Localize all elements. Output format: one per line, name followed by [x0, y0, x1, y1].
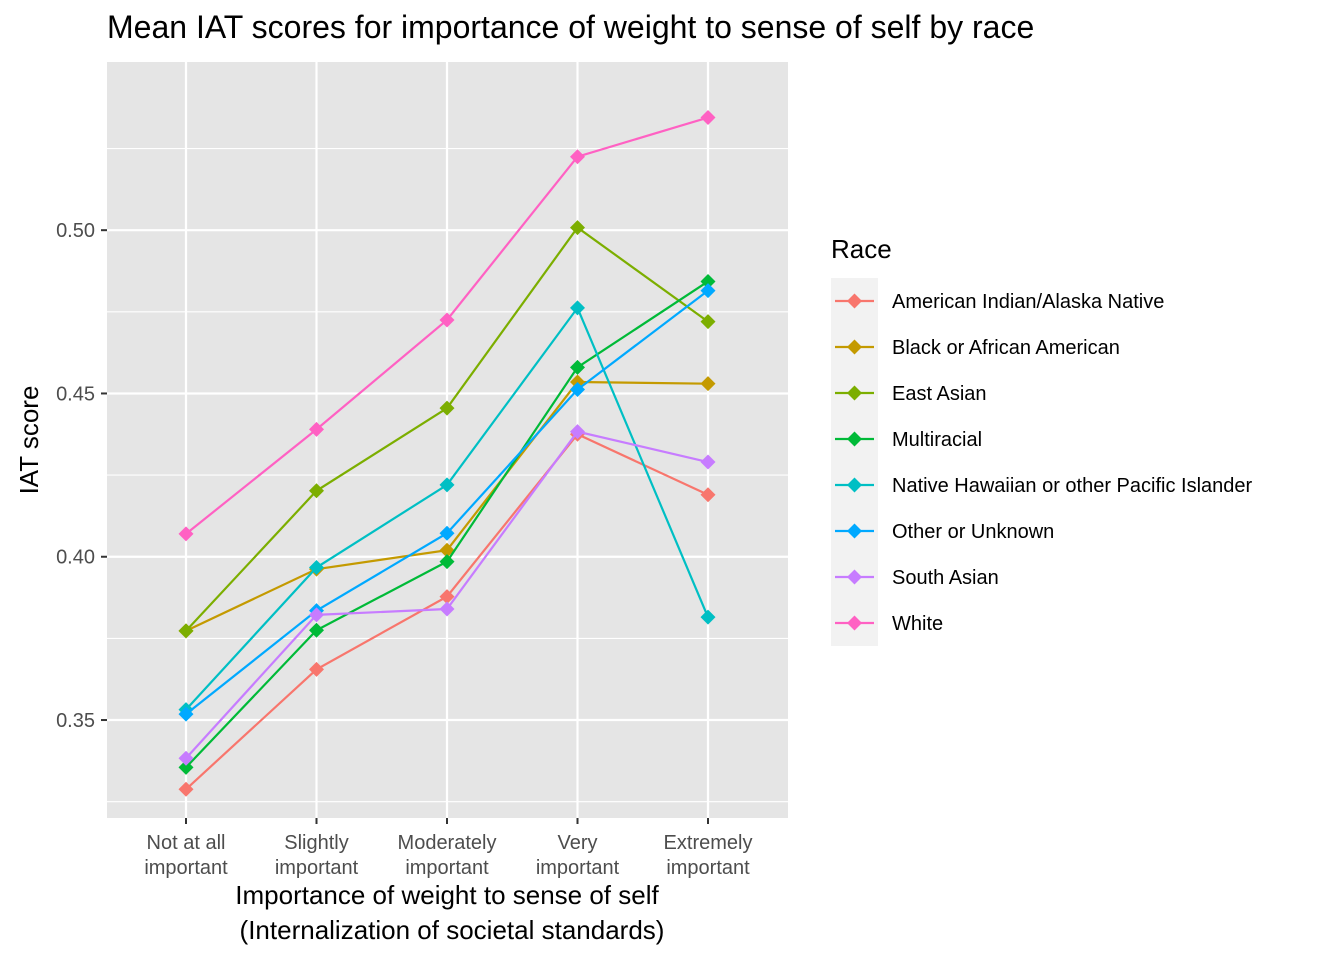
- data-point: [439, 554, 455, 570]
- data-point: [178, 526, 194, 542]
- data-point: [439, 589, 455, 605]
- data-point: [700, 314, 716, 330]
- data-point: [309, 421, 324, 437]
- legend-key-marker: [847, 431, 862, 447]
- axes: 0.35 0.40 0.45 0.50 Not at all important Sligh…: [56, 220, 752, 879]
- legend-title: Race: [831, 234, 892, 264]
- data-point: [439, 400, 455, 416]
- legend-key-marker: [847, 385, 862, 401]
- data-point: [700, 487, 716, 503]
- data-point: [700, 283, 716, 299]
- series-group: [178, 273, 716, 775]
- data-point: [178, 759, 194, 775]
- data-point: [570, 382, 585, 398]
- data-point: [439, 477, 455, 493]
- data-point: [570, 359, 585, 375]
- x-tick-label-line-1: Not at all: [147, 832, 226, 854]
- x-tick-label-line-2: important: [666, 857, 750, 879]
- chart-title: Mean IAT scores for importance of weight…: [107, 9, 1034, 45]
- series-group: [178, 220, 716, 639]
- data-point: [439, 525, 455, 541]
- data-point: [309, 483, 324, 499]
- data-point: [178, 781, 194, 797]
- data-point: [439, 601, 455, 617]
- x-axis-title-line-1: Importance of weight to sense of self: [235, 880, 659, 910]
- legend-label: Native Hawaiian or other Pacific Islande…: [892, 475, 1253, 497]
- legend-label: Black or African American: [892, 337, 1120, 359]
- y-tick-label: 0.35: [56, 710, 95, 732]
- legend-key-marker: [847, 293, 862, 309]
- data-point: [700, 273, 716, 289]
- legend-key-marker: [847, 339, 862, 355]
- x-tick-label-line-1: Moderately: [398, 832, 497, 854]
- legend-key-marker: [847, 523, 862, 539]
- data-point: [439, 542, 455, 558]
- data-point: [570, 149, 585, 165]
- data-series: [178, 110, 716, 797]
- series-group: [178, 283, 716, 722]
- legend-label: East Asian: [892, 383, 987, 405]
- data-point: [570, 424, 585, 440]
- data-point: [178, 623, 194, 639]
- series-group: [178, 424, 716, 766]
- legend-key-marker: [847, 615, 862, 631]
- x-tick-label-line-2: important: [144, 857, 228, 879]
- y-axis-title: IAT score: [14, 386, 44, 495]
- legend-label: American Indian/Alaska Native: [892, 291, 1164, 313]
- data-point: [309, 607, 324, 623]
- x-tick-label-line-1: Very: [557, 832, 597, 854]
- y-tick-label: 0.45: [56, 383, 95, 405]
- legend: Race American Indian/Alaska Native Black …: [831, 234, 1253, 646]
- x-tick-label-line-2: important: [405, 857, 489, 879]
- data-point: [439, 312, 455, 328]
- data-point: [309, 560, 324, 576]
- data-point: [178, 750, 194, 766]
- legend-label: South Asian: [892, 567, 999, 589]
- legend-label: Multiracial: [892, 429, 982, 451]
- data-point: [700, 609, 716, 625]
- series-group: [178, 110, 716, 542]
- x-tick-label-line-2: important: [275, 857, 359, 879]
- x-tick-label-line-1: Slightly: [284, 832, 348, 854]
- x-axis-title-line-2: (Internalization of societal standards): [240, 915, 665, 945]
- data-point: [570, 220, 585, 236]
- data-point: [700, 454, 716, 470]
- data-point: [178, 706, 194, 722]
- data-point: [570, 300, 585, 316]
- grid-lines: [107, 62, 788, 818]
- y-tick-label: 0.40: [56, 547, 95, 569]
- y-tick-label: 0.50: [56, 220, 95, 242]
- data-point: [309, 622, 324, 638]
- legend-label: White: [892, 613, 943, 635]
- legend-key-background: [831, 278, 878, 646]
- data-point: [700, 376, 716, 392]
- legend-label: Other or Unknown: [892, 521, 1054, 543]
- data-point: [309, 661, 324, 677]
- x-tick-label-line-1: Extremely: [664, 832, 753, 854]
- x-tick-label-line-2: important: [536, 857, 620, 879]
- legend-key-marker: [847, 569, 862, 585]
- legend-key-marker: [847, 477, 862, 493]
- data-point: [700, 110, 716, 126]
